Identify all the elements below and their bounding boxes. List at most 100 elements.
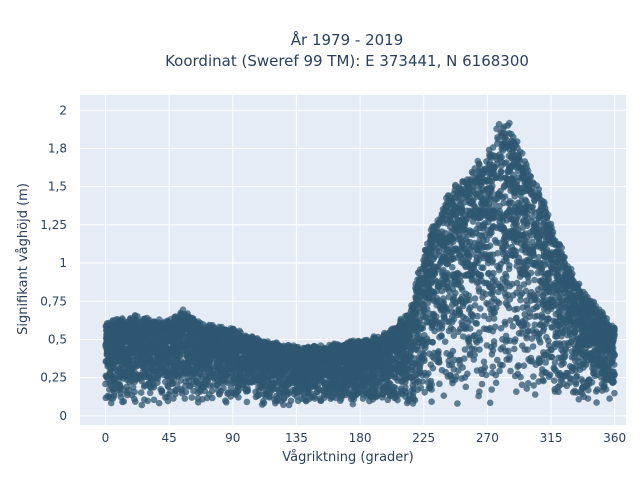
- data-point: [445, 357, 453, 365]
- data-point: [116, 383, 124, 391]
- data-point: [517, 296, 524, 304]
- data-point: [447, 351, 455, 359]
- data-point: [534, 286, 542, 293]
- data-point: [479, 264, 487, 272]
- data-point: [216, 391, 223, 398]
- data-point: [515, 330, 523, 337]
- scatter-points: [102, 119, 618, 409]
- data-point: [551, 359, 559, 367]
- data-point: [428, 398, 435, 406]
- data-point: [194, 389, 202, 397]
- data-point: [144, 351, 152, 359]
- data-point: [294, 397, 302, 405]
- data-point: [450, 332, 458, 340]
- data-point: [493, 125, 500, 133]
- data-point: [457, 196, 465, 204]
- data-point: [579, 378, 587, 385]
- data-point: [580, 393, 588, 401]
- data-point: [536, 321, 543, 329]
- data-point: [513, 258, 521, 265]
- data-point: [539, 376, 546, 384]
- data-point: [475, 285, 483, 292]
- data-point: [511, 345, 518, 353]
- data-point: [538, 269, 545, 276]
- data-point: [471, 351, 479, 359]
- data-point: [501, 193, 509, 200]
- data-point: [564, 369, 572, 377]
- data-point: [447, 324, 455, 332]
- data-point: [490, 341, 498, 349]
- data-point: [551, 340, 559, 348]
- data-point: [488, 291, 496, 298]
- data-point: [128, 391, 136, 399]
- data-point: [533, 297, 541, 304]
- data-point: [459, 215, 467, 222]
- data-point: [158, 389, 166, 396]
- data-point: [461, 346, 469, 353]
- data-point: [548, 346, 555, 354]
- data-point: [552, 318, 559, 325]
- data-point: [493, 239, 500, 246]
- data-point: [521, 311, 528, 318]
- data-point: [445, 293, 453, 301]
- data-point: [480, 358, 488, 366]
- data-point: [466, 351, 474, 359]
- data-point: [466, 342, 473, 349]
- data-point: [524, 321, 531, 329]
- data-point: [580, 383, 587, 390]
- data-point: [461, 226, 469, 233]
- data-point: [494, 356, 501, 364]
- data-point: [459, 333, 467, 340]
- data-point: [550, 377, 558, 384]
- data-point: [150, 396, 158, 404]
- data-point: [102, 380, 109, 388]
- data-point: [528, 335, 536, 342]
- data-point: [509, 216, 516, 223]
- data-point: [545, 373, 553, 381]
- data-point: [523, 334, 530, 342]
- data-point: [558, 361, 565, 369]
- data-point: [524, 328, 532, 335]
- data-point: [489, 369, 496, 377]
- data-point: [531, 313, 539, 320]
- data-point: [421, 313, 429, 321]
- data-point: [531, 262, 539, 269]
- data-point: [449, 264, 456, 271]
- data-point: [441, 338, 449, 346]
- data-point: [137, 389, 145, 396]
- data-point: [440, 392, 448, 400]
- data-point: [571, 328, 579, 335]
- data-point: [471, 302, 479, 309]
- data-point: [551, 385, 558, 393]
- data-point: [454, 400, 461, 407]
- data-point: [460, 313, 467, 321]
- data-point: [606, 395, 613, 402]
- data-point: [489, 347, 497, 354]
- data-point: [530, 252, 537, 259]
- data-point: [450, 366, 458, 373]
- data-point: [496, 367, 503, 375]
- data-point: [436, 380, 443, 388]
- data-point: [146, 389, 154, 397]
- data-point: [512, 315, 520, 322]
- data-point: [476, 329, 483, 336]
- data-point: [594, 341, 602, 349]
- data-point: [379, 390, 387, 398]
- data-point: [480, 325, 488, 333]
- data-point: [458, 319, 466, 326]
- data-point: [520, 270, 527, 278]
- data-point: [501, 278, 509, 286]
- data-point: [493, 195, 501, 202]
- data-point: [530, 382, 537, 389]
- data-point: [499, 361, 506, 369]
- data-point: [300, 394, 308, 402]
- data-point: [427, 361, 435, 369]
- data-point: [536, 336, 543, 343]
- data-point: [415, 378, 422, 386]
- data-point: [144, 397, 151, 405]
- data-point: [501, 318, 509, 326]
- data-point: [258, 401, 266, 408]
- data-point: [455, 270, 463, 278]
- data-point: [516, 284, 523, 292]
